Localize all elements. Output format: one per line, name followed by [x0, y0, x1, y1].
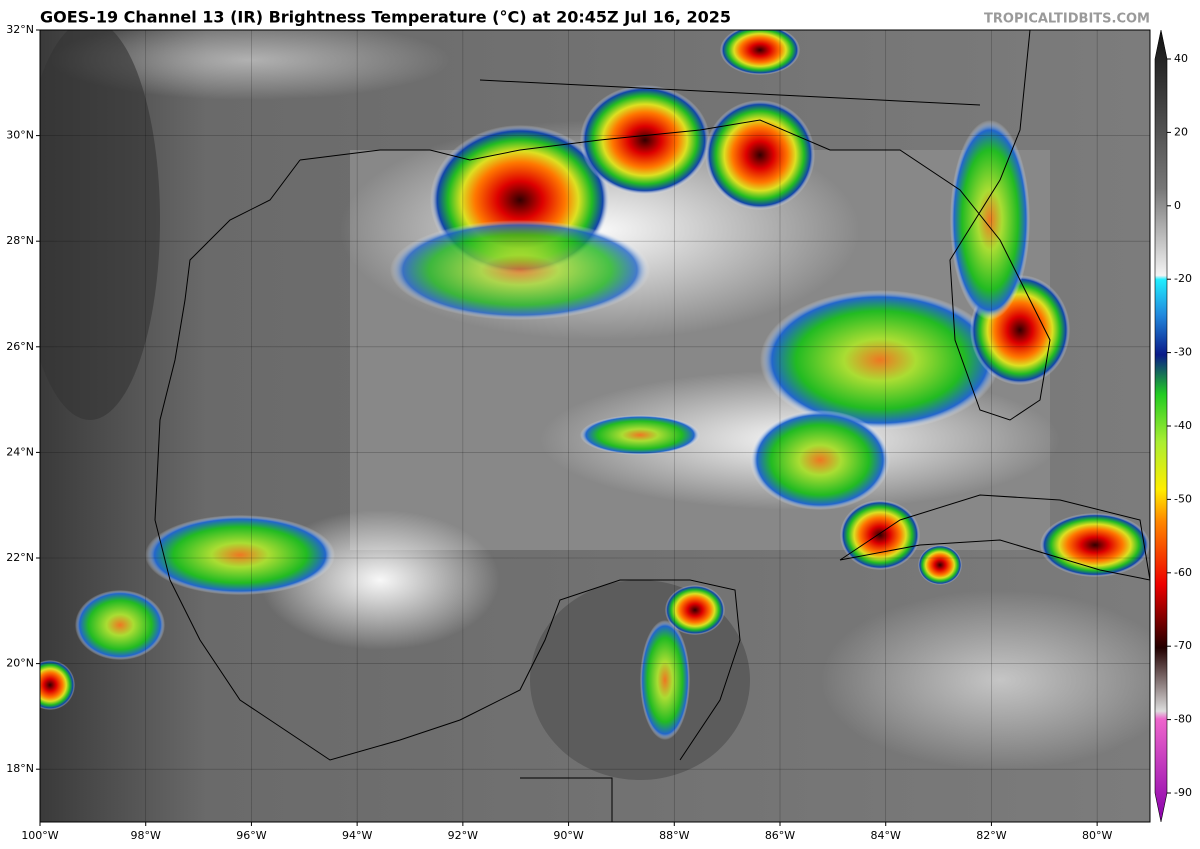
colorbar-label: -70: [1174, 639, 1192, 652]
y-tick-label: 20°N: [6, 657, 34, 670]
x-tick-label: 84°W: [871, 829, 901, 842]
colorbar-label: -40: [1174, 419, 1192, 432]
x-tick-label: 94°W: [342, 829, 372, 842]
source: TROPICALTIDBITS.COM: [984, 12, 1150, 27]
colorbar-label: 0: [1174, 199, 1181, 212]
y-tick-label: 22°N: [6, 551, 34, 564]
y-tick-label: 24°N: [6, 445, 34, 458]
colorbar-label: -30: [1174, 346, 1192, 359]
colorbar-label: -20: [1174, 272, 1192, 285]
x-tick-label: 86°W: [765, 829, 795, 842]
colorbar-label: -60: [1174, 566, 1192, 579]
map-frame: [39, 29, 1151, 823]
x-tick-label: 100°W: [21, 829, 58, 842]
x-tick-label: 96°W: [236, 829, 266, 842]
y-tick-label: 28°N: [6, 234, 34, 247]
colorbar-label: 20: [1174, 125, 1188, 138]
colorbar-label: -90: [1174, 786, 1192, 799]
y-tick-label: 32°N: [6, 23, 34, 36]
x-tick-label: 90°W: [553, 829, 583, 842]
colorbar-label: -80: [1174, 713, 1192, 726]
colorbar-label: 40: [1174, 52, 1188, 65]
colorbar: [1154, 29, 1168, 823]
colorbar-label: -50: [1174, 492, 1192, 505]
y-tick-label: 26°N: [6, 340, 34, 353]
satellite-image: [40, 30, 1150, 822]
x-tick-label: 88°W: [659, 829, 689, 842]
x-tick-label: 98°W: [131, 829, 161, 842]
x-tick-label: 80°W: [1082, 829, 1112, 842]
x-tick-label: 92°W: [448, 829, 478, 842]
y-tick-label: 18°N: [6, 762, 34, 775]
title: GOES-19 Channel 13 (IR) Brightness Tempe…: [40, 8, 731, 27]
y-tick-label: 30°N: [6, 129, 34, 142]
x-tick-label: 82°W: [976, 829, 1006, 842]
